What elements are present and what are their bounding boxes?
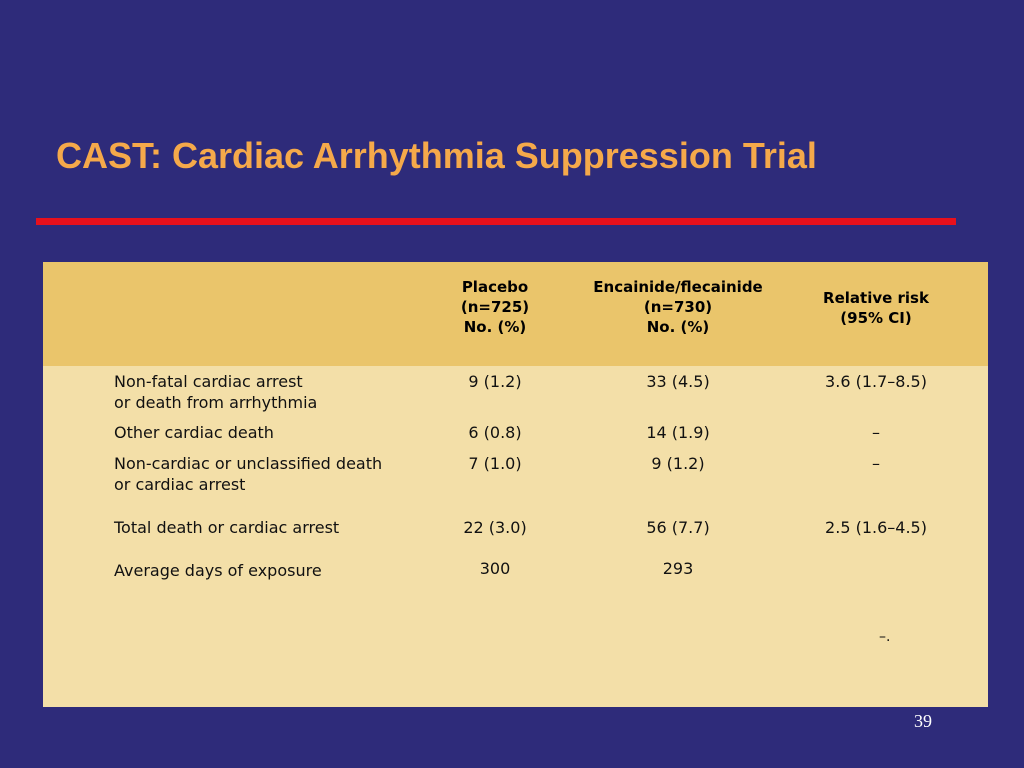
row1-relative-risk: 3.6 (1.7–8.5) (825, 372, 927, 391)
row5-placebo: 300 (479, 559, 511, 578)
row-label-nonfatal-arrest: Non-fatal cardiac arrest or death from a… (114, 371, 317, 413)
page-number: 39 (914, 711, 932, 731)
row-label-noncardiac-death: Non-cardiac or unclassified death or car… (114, 453, 382, 495)
row1-label-line1: Non-fatal cardiac arrest (114, 372, 303, 391)
row1-drug: 33 (4.5) (646, 372, 710, 391)
row4-placebo: 22 (3.0) (463, 518, 527, 537)
results-table: Placebo (n=725) No. (%) Encainide/flecai… (43, 262, 988, 707)
row-label-other-cardiac-death: Other cardiac death (114, 422, 274, 443)
title-underline (36, 218, 956, 225)
row2-label-line1: Other cardiac death (114, 423, 274, 442)
row2-drug: 14 (1.9) (646, 423, 710, 442)
row3-relative-risk: – (872, 454, 880, 473)
slide-title: CAST: Cardiac Arrhythmia Suppression Tri… (56, 135, 817, 176)
header-placebo-line3: No. (%) (463, 318, 527, 336)
row2-placebo: 6 (0.8) (468, 423, 522, 442)
header-rr-line2: (95% CI) (840, 309, 912, 327)
row-label-total-death: Total death or cardiac arrest (114, 517, 339, 538)
row5-label-line1: Average days of exposure (114, 561, 322, 580)
row5-drug: 293 (662, 559, 694, 578)
header-drug-line2: (n=730) (643, 298, 713, 316)
header-placebo: Placebo (n=725) No. (%) (445, 277, 545, 337)
header-relative-risk: Relative risk (95% CI) (801, 288, 951, 328)
row3-label-line2: or cardiac arrest (114, 475, 246, 494)
row1-placebo: 9 (1.2) (468, 372, 522, 391)
row3-drug: 9 (1.2) (651, 454, 705, 473)
header-placebo-line1: Placebo (461, 278, 529, 296)
row3-label-line1: Non-cardiac or unclassified death (114, 454, 383, 473)
header-drug-line1: Encainide/flecainide (593, 278, 763, 296)
header-rr-line1: Relative risk (823, 289, 929, 307)
row4-label-line1: Total death or cardiac arrest (114, 518, 340, 537)
header-drug-line3: No. (%) (646, 318, 710, 336)
row3-placebo: 7 (1.0) (468, 454, 522, 473)
row-label-average-days: Average days of exposure (114, 560, 322, 581)
row1-label-line2: or death from arrhythmia (114, 393, 318, 412)
row4-drug: 56 (7.7) (646, 518, 710, 537)
header-placebo-line2: (n=725) (460, 298, 530, 316)
header-drug: Encainide/flecainide (n=730) No. (%) (568, 277, 788, 337)
table-footnote: –. (879, 629, 891, 645)
table-header: Placebo (n=725) No. (%) Encainide/flecai… (43, 262, 988, 366)
row4-relative-risk: 2.5 (1.6–4.5) (825, 518, 927, 537)
row2-relative-risk: – (872, 423, 880, 442)
